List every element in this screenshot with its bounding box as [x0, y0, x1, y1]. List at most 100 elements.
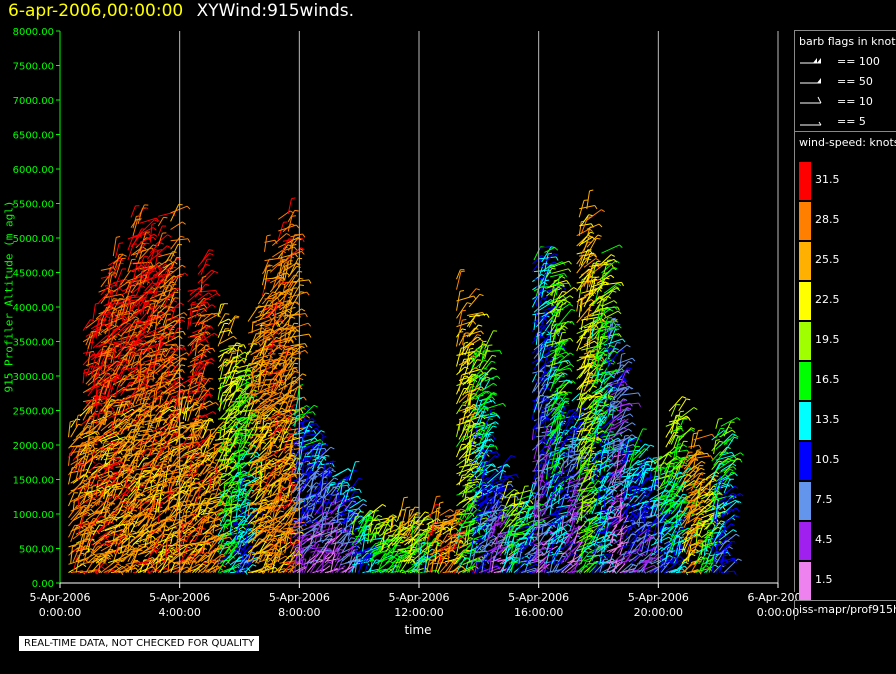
wind-barb: [85, 546, 99, 562]
wind-barb: [82, 548, 91, 556]
wind-barb: [127, 259, 133, 272]
wind-barb: [77, 482, 88, 490]
barb-flag: [129, 381, 134, 384]
wind-barb: [125, 429, 133, 439]
wind-barb: [132, 228, 142, 246]
wind-barb: [79, 530, 98, 536]
barb-flag: [159, 543, 164, 547]
barb-flag: [129, 488, 134, 492]
wind-barb: [152, 426, 164, 432]
wind-barb: [149, 390, 162, 399]
barb-flag: [126, 421, 131, 425]
wind-barb: [137, 242, 147, 255]
wind-barb: [144, 315, 157, 323]
wind-barb: [130, 545, 147, 553]
barb-flag: [108, 466, 114, 470]
wind-barb: [107, 274, 113, 293]
wind-barb: [146, 415, 152, 431]
barb-flag: [216, 431, 221, 434]
wind-barb: [122, 282, 138, 292]
wind-barb: [117, 365, 125, 378]
barb-flag: [145, 242, 150, 245]
barb-flag: [141, 363, 146, 366]
wind-barb: [142, 521, 157, 533]
wind-barb: [100, 374, 108, 385]
barb-flag: [291, 307, 296, 309]
wind-barb: [244, 430, 247, 444]
barb-flag: [292, 357, 297, 359]
wind-barb: [108, 460, 121, 467]
wind-barb: [152, 406, 164, 421]
wind-barb: [110, 504, 126, 516]
wind-barb: [217, 383, 222, 401]
barb-flag: [281, 491, 285, 496]
barb-flag: [267, 269, 272, 272]
wind-barb: [92, 470, 112, 478]
barb-flag: [150, 426, 155, 429]
wind-barb: [100, 548, 110, 562]
wind-barb: [107, 398, 118, 409]
wind-barb: [100, 541, 117, 552]
barb-flag: [112, 311, 118, 314]
wind-barb: [130, 492, 137, 512]
barb-flag: [265, 292, 270, 295]
wind-barb: [149, 417, 156, 428]
barb-flag: [308, 333, 312, 338]
wind-barb: [87, 443, 94, 454]
wind-barb: [150, 341, 164, 348]
barb-flag: [149, 268, 154, 270]
wind-barb: [104, 399, 108, 415]
wind-barb: [189, 532, 198, 544]
wind-barb: [132, 216, 137, 229]
barb-flag: [243, 344, 247, 349]
wind-barb: [144, 307, 156, 312]
wind-barb: [139, 499, 142, 513]
barb-flag: [209, 252, 214, 256]
wind-barb: [98, 295, 106, 304]
wind-barb: [130, 334, 142, 349]
barb-flag: [144, 301, 149, 304]
wind-barb: [117, 343, 125, 359]
barb-flag: [131, 535, 136, 538]
wind-barb: [155, 499, 159, 513]
wind-barb: [115, 386, 119, 398]
barb-flag: [158, 281, 163, 284]
wind-barb: [125, 439, 138, 450]
wind-barb: [95, 535, 104, 546]
wind-barb: [70, 506, 83, 521]
chart-title: 6-apr-2006,00:00:00 XYWind:915winds.: [8, 1, 354, 21]
wind-barb: [117, 359, 124, 370]
wind-barb: [144, 419, 165, 426]
barb-flag: [202, 563, 207, 567]
wind-barb: [68, 563, 84, 574]
wind-barb: [82, 454, 89, 472]
wind-barb: [132, 550, 139, 564]
wind-barb: [155, 475, 161, 495]
wind-barb: [95, 442, 112, 452]
barb-flag: [184, 272, 189, 276]
wind-barb: [103, 379, 110, 396]
barb-flag: [225, 313, 230, 315]
wind-barb: [152, 432, 157, 443]
barb-flag: [277, 301, 282, 303]
barb-flag: [233, 521, 238, 524]
barb-flag: [239, 349, 243, 354]
barb-flag: [106, 372, 111, 375]
barb-flag: [265, 459, 270, 462]
wind-barb: [95, 408, 101, 425]
wind-barb: [146, 373, 150, 384]
wind-barb: [146, 315, 157, 333]
barb-flag: [209, 400, 214, 404]
wind-barb: [87, 555, 97, 563]
barb-flag: [163, 385, 168, 389]
barb-flag: [203, 304, 208, 309]
barb-flag: [108, 410, 113, 413]
barb-flag: [169, 556, 174, 559]
barb-flag: [306, 415, 310, 419]
wind-barb: [287, 377, 300, 392]
barb-flag: [160, 501, 165, 504]
wind-barb: [144, 299, 157, 302]
wind-barb: [120, 509, 134, 526]
wind-barb: [135, 327, 142, 346]
wind-barb: [127, 520, 130, 535]
